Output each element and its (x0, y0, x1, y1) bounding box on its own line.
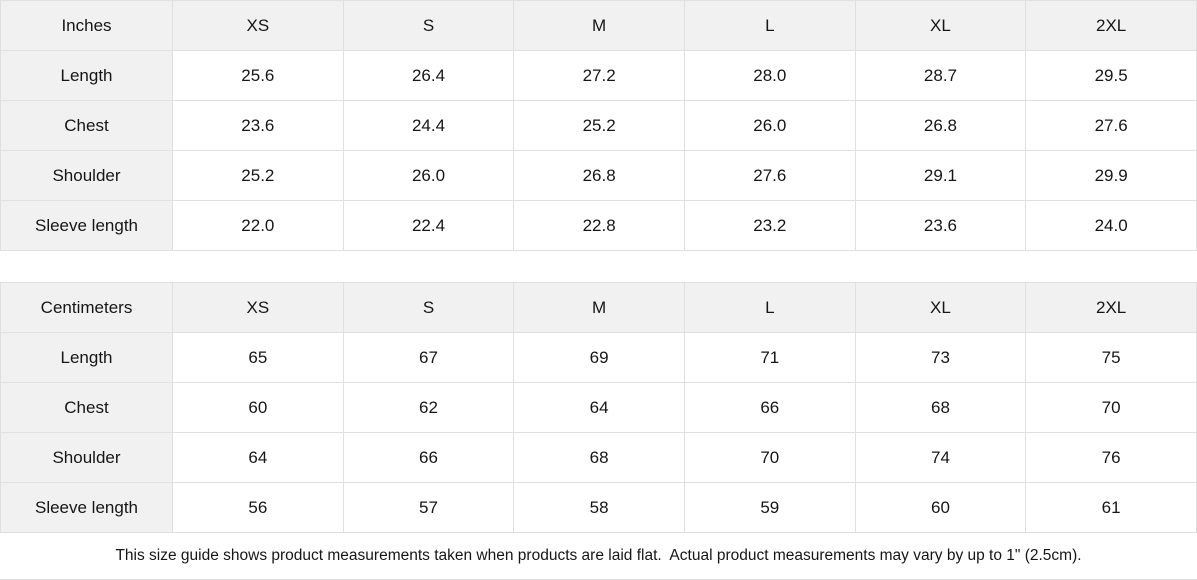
measurement-value: 23.6 (854, 200, 1027, 251)
measurement-value: 26.8 (854, 100, 1027, 151)
measurement-value: 23.2 (683, 200, 856, 251)
measurement-value: 25.2 (172, 150, 344, 201)
measurement-value: 57 (342, 482, 515, 533)
measurement-value: 61 (1025, 482, 1197, 533)
size-column-header: S (342, 282, 515, 333)
measurement-value: 71 (683, 332, 856, 383)
measurement-value: 22.0 (172, 200, 344, 251)
measurement-value: 27.6 (1025, 100, 1197, 151)
measurement-value: 70 (1025, 382, 1197, 433)
table-row: Chest 23.6 24.4 25.2 26.0 26.8 27.6 (0, 100, 1197, 151)
measurement-value: 22.4 (342, 200, 515, 251)
size-column-header: M (513, 282, 685, 333)
size-column-header: M (513, 0, 685, 51)
measurement-value: 27.2 (513, 50, 685, 101)
measurement-value: 28.0 (683, 50, 856, 101)
size-column-header: XL (854, 282, 1027, 333)
table-row: Length 65 67 69 71 73 75 (0, 332, 1197, 383)
unit-label: Centimeters (0, 282, 173, 333)
measurement-value: 60 (172, 382, 344, 433)
table-row: Sleeve length 22.0 22.4 22.8 23.2 23.6 24.0 (0, 200, 1197, 251)
measurement-value: 28.7 (854, 50, 1027, 101)
size-column-header: XS (172, 0, 344, 51)
header-row: Inches XS S M L XL 2XL (0, 0, 1197, 51)
measurement-label: Sleeve length (0, 200, 173, 251)
measurement-value: 75 (1025, 332, 1197, 383)
measurement-value: 64 (513, 382, 685, 433)
measurement-value: 29.1 (854, 150, 1027, 201)
size-column-header: 2XL (1025, 282, 1197, 333)
measurement-value: 56 (172, 482, 344, 533)
unit-label: Inches (0, 0, 173, 51)
measurement-value: 64 (172, 432, 344, 483)
size-column-header: 2XL (1025, 0, 1197, 51)
measurement-value: 76 (1025, 432, 1197, 483)
table-row: Chest 60 62 64 66 68 70 (0, 382, 1197, 433)
measurement-value: 24.0 (1025, 200, 1197, 251)
measurement-value: 29.9 (1025, 150, 1197, 201)
measurement-value: 70 (683, 432, 856, 483)
table-gap (0, 251, 1197, 282)
measurement-value: 24.4 (342, 100, 515, 151)
measurement-label: Sleeve length (0, 482, 173, 533)
measurement-value: 23.6 (172, 100, 344, 151)
table-row: Shoulder 64 66 68 70 74 76 (0, 432, 1197, 483)
table-row: Length 25.6 26.4 27.2 28.0 28.7 29.5 (0, 50, 1197, 101)
measurement-value: 62 (342, 382, 515, 433)
measurement-value: 26.8 (513, 150, 685, 201)
measurement-label: Chest (0, 100, 173, 151)
measurement-value: 73 (854, 332, 1027, 383)
measurement-label: Shoulder (0, 150, 173, 201)
size-column-header: XL (854, 0, 1027, 51)
table-row: Sleeve length 56 57 58 59 60 61 (0, 482, 1197, 533)
measurement-value: 68 (854, 382, 1027, 433)
measurement-value: 66 (683, 382, 856, 433)
measurement-value: 25.6 (172, 50, 344, 101)
measurement-value: 58 (513, 482, 685, 533)
measurement-label: Length (0, 50, 173, 101)
measurement-label: Chest (0, 382, 173, 433)
size-column-header: S (342, 0, 515, 51)
measurement-value: 25.2 (513, 100, 685, 151)
measurement-value: 69 (513, 332, 685, 383)
size-table-inches: Inches XS S M L XL 2XL Length 25.6 26.4 27.2 28.0 28… (0, 0, 1197, 251)
measurement-value: 74 (854, 432, 1027, 483)
measurement-label: Length (0, 332, 173, 383)
size-column-header: L (683, 0, 856, 51)
size-tables-container: Inches XS S M L XL 2XL Length 25.6 26.4 27.2 28.0 28… (0, 0, 1197, 533)
measurement-value: 59 (683, 482, 856, 533)
size-table-centimeters: Centimeters XS S M L XL 2XL Length 65 67 69 71 73 75 C… (0, 282, 1197, 533)
measurement-value: 26.0 (342, 150, 515, 201)
measurement-value: 26.0 (683, 100, 856, 151)
measurement-label: Shoulder (0, 432, 173, 483)
size-column-header: XS (172, 282, 344, 333)
measurement-value: 68 (513, 432, 685, 483)
table-row: Shoulder 25.2 26.0 26.8 27.6 29.1 29.9 (0, 150, 1197, 201)
measurement-value: 65 (172, 332, 344, 383)
footer-note: This size guide shows product measuremen… (0, 533, 1197, 580)
size-column-header: L (683, 282, 856, 333)
measurement-value: 29.5 (1025, 50, 1197, 101)
measurement-value: 26.4 (342, 50, 515, 101)
measurement-value: 67 (342, 332, 515, 383)
measurement-value: 27.6 (683, 150, 856, 201)
measurement-value: 66 (342, 432, 515, 483)
measurement-value: 22.8 (513, 200, 685, 251)
measurement-value: 60 (854, 482, 1027, 533)
header-row: Centimeters XS S M L XL 2XL (0, 282, 1197, 333)
